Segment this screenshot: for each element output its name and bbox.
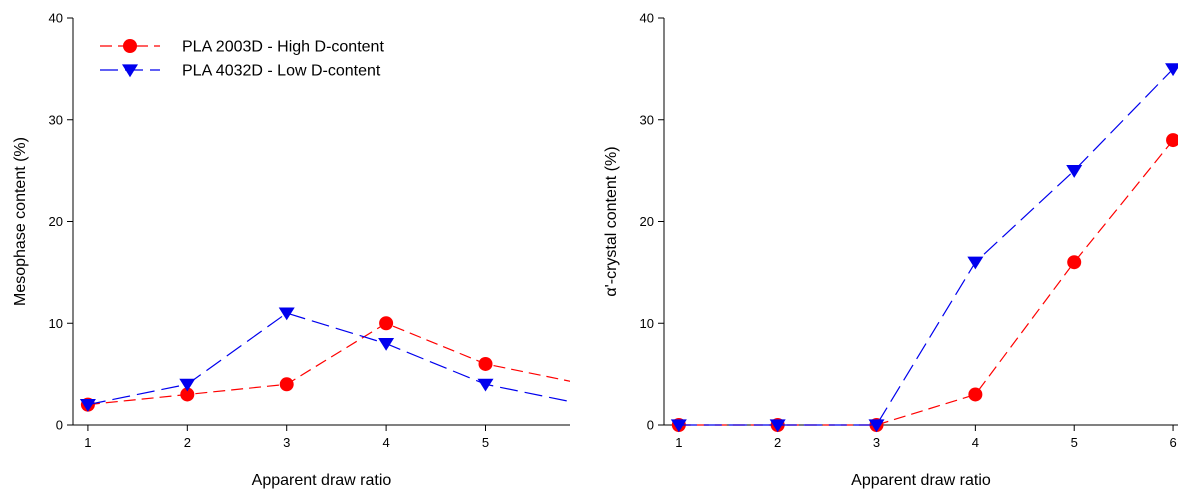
y-tick-label: 30 <box>49 112 63 127</box>
x-tick-label: 5 <box>482 435 489 450</box>
y-tick-label: 10 <box>49 316 63 331</box>
chart-right: 0 10 20 30 40 1 2 3 4 5 6 Apparent draw ratio α'-cry… <box>603 11 1178 489</box>
y-tick-label: 40 <box>49 11 63 26</box>
x-tick-label: 4 <box>972 435 979 450</box>
data-point-series-1 <box>968 387 983 402</box>
series-line-1 <box>678 139 1174 426</box>
plot-area <box>79 307 570 412</box>
data-point-series-1 <box>379 316 394 331</box>
x-axis-title: Apparent draw ratio <box>252 472 392 489</box>
legend-label: PLA 4032D - Low D-content <box>182 63 381 80</box>
data-point-series-2 <box>967 256 984 270</box>
data-point-series-2 <box>769 419 786 433</box>
y-tick-label: 0 <box>647 418 654 433</box>
data-point-series-2 <box>378 338 395 351</box>
x-tick-label: 5 <box>1071 435 1078 450</box>
legend-label: PLA 2003D - High D-content <box>182 39 384 56</box>
data-point-series-2 <box>79 399 96 412</box>
data-point-series-2 <box>670 419 687 433</box>
x-tick-label: 1 <box>84 435 91 450</box>
y-axis-title: Mesophase content (%) <box>12 137 29 306</box>
series-line-2 <box>678 68 1174 426</box>
data-point-series-1 <box>1067 255 1082 270</box>
data-point-series-2 <box>278 307 295 321</box>
y-tick-label: 0 <box>56 418 63 433</box>
y-tick-label: 40 <box>640 11 654 26</box>
y-tick-label: 20 <box>640 214 654 229</box>
x-tick-label: 2 <box>774 435 781 450</box>
data-point-series-2 <box>868 419 885 433</box>
y-tick-label: 20 <box>49 214 63 229</box>
x-tick-label: 4 <box>382 435 389 450</box>
y-tick-label: 10 <box>640 316 654 331</box>
plot-area <box>670 63 1178 433</box>
y-tick-label: 30 <box>640 112 654 127</box>
x-tick-label: 3 <box>283 435 290 450</box>
data-point-series-2 <box>1165 63 1178 77</box>
data-point-series-1 <box>279 377 294 392</box>
x-tick-label: 6 <box>1169 435 1176 450</box>
chart-left: 0 10 20 30 40 1 2 3 4 5 Apparent draw ratio Mesopha… <box>12 11 570 489</box>
legend-swatch-marker <box>123 39 137 53</box>
x-axis-title: Apparent draw ratio <box>851 472 991 489</box>
x-tick-label: 1 <box>675 435 682 450</box>
data-point-series-1 <box>180 387 195 402</box>
data-point-series-2 <box>477 378 494 392</box>
legend: PLA 2003D - High D-content PLA 4032D - Lo… <box>100 39 384 80</box>
data-point-series-1 <box>1166 133 1178 148</box>
x-tick-label: 3 <box>873 435 880 450</box>
data-point-series-2 <box>1066 165 1083 178</box>
data-point-series-2 <box>179 378 196 392</box>
legend-swatch-marker <box>122 64 138 78</box>
y-axis-title: α'-crystal content (%) <box>603 146 620 296</box>
series-line-2 <box>87 312 570 406</box>
x-tick-label: 2 <box>184 435 191 450</box>
series-line-1 <box>87 322 570 406</box>
data-point-series-1 <box>478 356 493 371</box>
